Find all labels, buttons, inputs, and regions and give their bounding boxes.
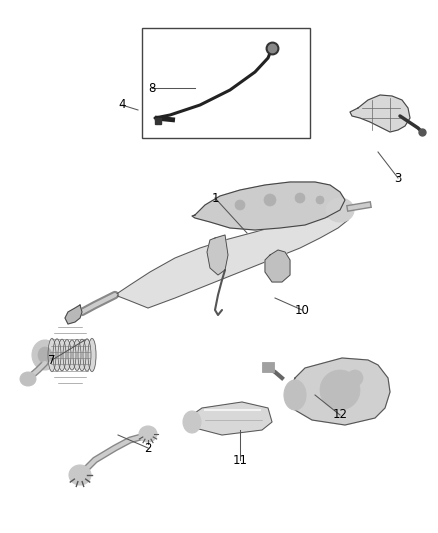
Ellipse shape: [88, 338, 96, 372]
Text: 3: 3: [394, 172, 402, 184]
Bar: [142, 28, 310, 138]
Bar: [262, 362, 274, 372]
Circle shape: [328, 378, 352, 402]
Circle shape: [295, 193, 305, 203]
Text: 4: 4: [118, 99, 126, 111]
Ellipse shape: [83, 339, 91, 371]
Circle shape: [235, 200, 245, 210]
Ellipse shape: [20, 372, 36, 386]
Polygon shape: [192, 402, 272, 435]
Polygon shape: [265, 250, 290, 282]
Ellipse shape: [38, 347, 52, 363]
Ellipse shape: [139, 426, 157, 442]
Ellipse shape: [63, 340, 71, 370]
Polygon shape: [290, 358, 390, 425]
Circle shape: [347, 370, 363, 386]
Polygon shape: [350, 95, 410, 132]
Ellipse shape: [48, 338, 56, 372]
Ellipse shape: [183, 411, 201, 433]
Ellipse shape: [68, 340, 76, 370]
Ellipse shape: [284, 380, 306, 410]
Text: 11: 11: [233, 454, 247, 466]
Text: 10: 10: [295, 303, 309, 317]
Ellipse shape: [78, 339, 86, 371]
Text: 2: 2: [144, 441, 152, 455]
Circle shape: [264, 194, 276, 206]
Circle shape: [320, 370, 360, 410]
Text: 7: 7: [48, 353, 56, 367]
Circle shape: [316, 196, 324, 204]
Text: 8: 8: [148, 82, 155, 94]
Ellipse shape: [69, 465, 91, 485]
Ellipse shape: [58, 339, 66, 371]
Text: 12: 12: [332, 408, 347, 422]
Polygon shape: [115, 215, 350, 308]
Ellipse shape: [53, 339, 61, 371]
Polygon shape: [207, 235, 228, 275]
Text: 1: 1: [211, 191, 219, 205]
Polygon shape: [192, 182, 345, 230]
Polygon shape: [65, 305, 82, 324]
Ellipse shape: [32, 340, 58, 370]
Ellipse shape: [326, 198, 354, 222]
Ellipse shape: [73, 340, 81, 370]
